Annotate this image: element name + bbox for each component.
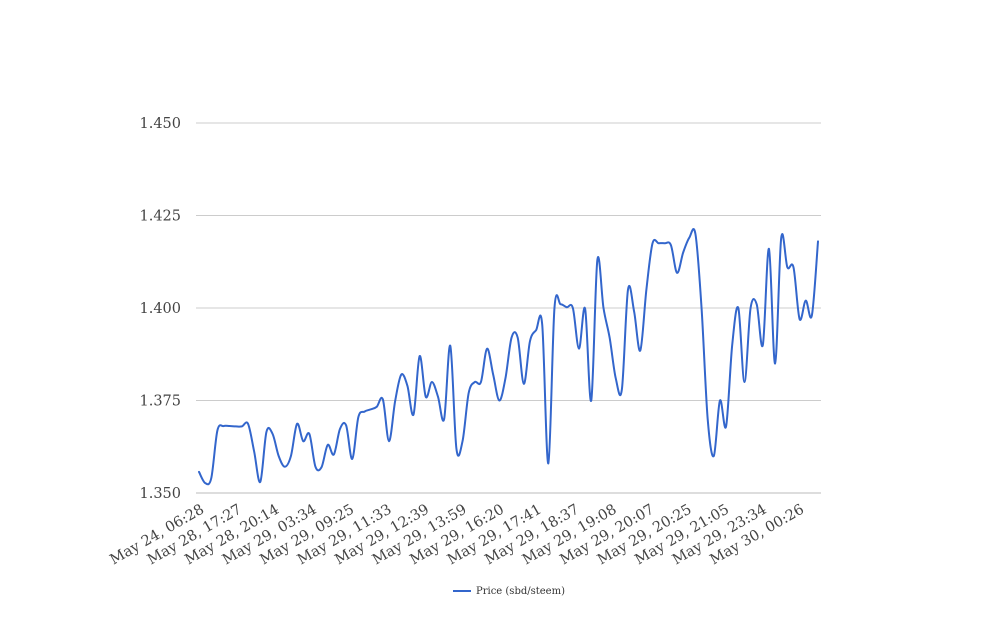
y-tick-label: 1.350 (139, 486, 181, 502)
y-tick-label: 1.450 (139, 116, 181, 132)
gridlines (196, 122, 821, 494)
legend-label: Price (sbd/steem) (476, 586, 565, 597)
legend[interactable]: Price (sbd/steem) (453, 586, 565, 597)
y-tick-label: 1.425 (139, 209, 181, 225)
y-tick-label: 1.400 (139, 301, 181, 317)
y-axis-tick-labels: 1.350 1.375 1.400 1.425 1.450 (139, 116, 181, 502)
y-tick-label: 1.375 (139, 394, 181, 410)
series-line (198, 228, 819, 486)
series-layer (198, 228, 819, 486)
